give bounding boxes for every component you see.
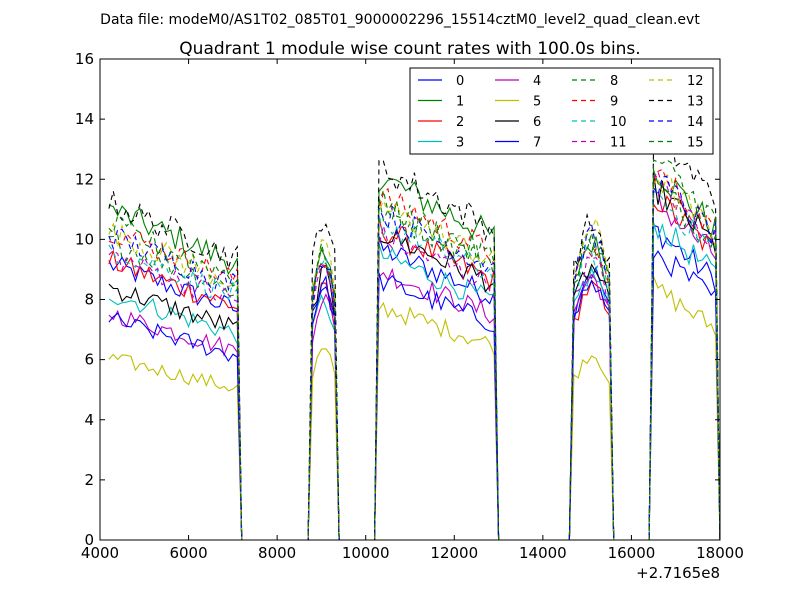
legend-box xyxy=(409,67,714,155)
legend-label-6: 6 xyxy=(533,115,541,130)
legend-label-2: 2 xyxy=(456,115,464,130)
legend-label-10: 10 xyxy=(610,115,627,130)
y-tick-label: 12 xyxy=(75,170,94,188)
legend-label-8: 8 xyxy=(610,74,618,89)
x-tick-label: 8000 xyxy=(258,544,296,562)
y-tick-label: 4 xyxy=(84,411,94,429)
legend-label-3: 3 xyxy=(456,136,464,151)
legend-label-12: 12 xyxy=(687,74,704,89)
legend-label-9: 9 xyxy=(610,95,618,110)
y-tick-label: 0 xyxy=(84,531,94,549)
y-tick-label: 16 xyxy=(75,50,94,68)
x-tick-label: 18000 xyxy=(696,544,744,562)
legend-label-14: 14 xyxy=(687,115,704,130)
series-line-10 xyxy=(108,190,720,540)
x-offset-label: +2.7165e8 xyxy=(636,564,720,582)
y-tick-label: 14 xyxy=(75,110,94,128)
x-tick-label: 16000 xyxy=(608,544,656,562)
y-tick-label: 6 xyxy=(84,351,94,369)
legend-label-15: 15 xyxy=(687,136,704,151)
x-tick-label: 14000 xyxy=(519,544,567,562)
y-tick-label: 2 xyxy=(84,471,94,489)
chart-title: Quadrant 1 module wise count rates with … xyxy=(179,39,640,59)
legend-label-1: 1 xyxy=(456,95,464,110)
legend-label-13: 13 xyxy=(687,95,704,110)
legend-label-7: 7 xyxy=(533,136,541,151)
legend-label-11: 11 xyxy=(610,136,627,151)
y-tick-label: 10 xyxy=(75,230,94,248)
x-tick-label: 4000 xyxy=(81,544,119,562)
axes-layer: 4000 6000 8000 10000 12000 14000 16000 18000 0 2 4… xyxy=(75,50,744,562)
x-tick-label: 12000 xyxy=(430,544,478,562)
legend-label-4: 4 xyxy=(533,74,541,89)
suptitle: Data file: modeM0/AS1T02_085T01_90000022… xyxy=(100,12,700,28)
y-tick-label: 8 xyxy=(84,291,94,309)
series-layer xyxy=(108,126,720,540)
series-line-15 xyxy=(108,159,720,540)
x-tick-label: 6000 xyxy=(169,544,207,562)
x-tick-label: 10000 xyxy=(342,544,390,562)
series-line-9 xyxy=(108,168,720,540)
legend-label-0: 0 xyxy=(456,74,464,89)
legend-label-5: 5 xyxy=(533,95,541,110)
